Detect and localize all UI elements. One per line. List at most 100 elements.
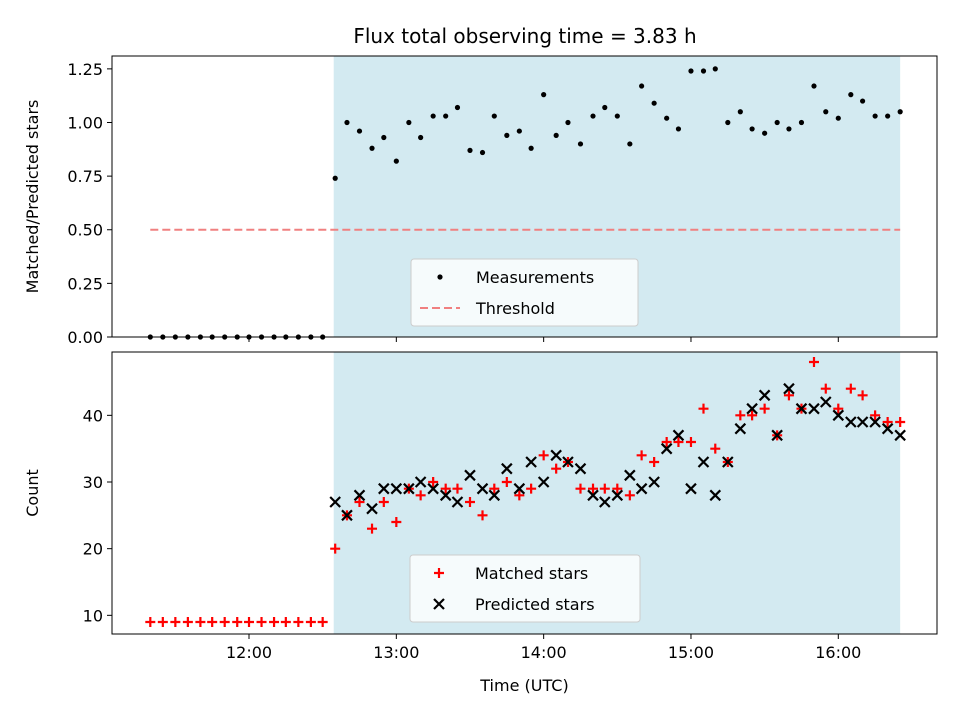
predicted-stars-point	[697, 456, 710, 468]
predicted-stars-point	[537, 476, 550, 488]
predicted-stars-point	[464, 469, 476, 482]
top-panel-legend: Measurements Threshold	[410, 258, 639, 327]
bottom-panel: 10 20 30 40 12:00 13:00 14:00 15:00 16:00 Count…	[23, 351, 938, 695]
predicted-stars-point	[734, 422, 747, 435]
y-tick-label: 0.25	[67, 274, 103, 293]
predicted-stars-point	[403, 482, 415, 495]
measurement-point	[577, 141, 584, 147]
matched-stars-point	[808, 357, 819, 367]
measurement-point	[700, 68, 707, 74]
measurement-point	[627, 141, 633, 147]
measurement-point	[848, 92, 854, 98]
measurement-point	[823, 109, 829, 115]
measurement-point	[725, 119, 731, 126]
measurement-point	[430, 113, 436, 119]
y-tick-label: 1.00	[67, 113, 103, 132]
matched-stars-point	[895, 417, 906, 427]
predicted-stars-point	[648, 476, 660, 488]
measurement-point	[675, 126, 682, 132]
predicted-stars-point	[329, 496, 341, 508]
measurement-point	[516, 128, 522, 134]
measurement-point	[332, 175, 338, 181]
measurement-point	[443, 113, 449, 119]
measurement-point	[860, 98, 866, 104]
matched-stars-point	[477, 510, 488, 521]
matched-stars-point	[599, 483, 610, 494]
measurement-point	[749, 126, 755, 132]
predicted-stars-point	[341, 509, 353, 522]
legend-entry-label: Matched stars	[475, 564, 588, 583]
matched-stars-point	[882, 417, 893, 427]
matched-stars-point	[489, 483, 500, 494]
predicted-stars-point	[501, 462, 513, 475]
y-tick-label: 30	[83, 473, 103, 492]
measurement-point	[798, 119, 805, 126]
measurement-point	[369, 145, 375, 151]
predicted-stars-point	[476, 482, 489, 495]
predicted-stars-point	[771, 429, 783, 442]
measurement-point	[504, 132, 510, 138]
predicted-stars-point	[685, 482, 697, 495]
measurement-point	[651, 100, 657, 106]
measurement-point	[393, 158, 399, 164]
predicted-stars-point	[758, 389, 771, 402]
top-panel-marks	[147, 66, 903, 340]
measurement-point	[639, 83, 645, 89]
matched-stars-point	[354, 497, 365, 507]
bottom-panel-x-axis: 12:00 13:00 14:00 15:00 16:00	[226, 634, 861, 662]
top-panel-frame	[111, 55, 938, 338]
top-panel: 0.00 0.25 0.50 0.75 1.00 1.25 Matched/Predict…	[23, 55, 938, 347]
matched-stars-point	[698, 403, 709, 414]
measurement-point	[737, 109, 743, 115]
predicted-stars-point	[513, 482, 526, 495]
matched-stars-point	[391, 517, 402, 527]
y-tick-label: 40	[83, 406, 103, 425]
measurement-point	[835, 115, 841, 121]
measurement-point	[553, 132, 559, 138]
predicted-stars-point	[832, 409, 845, 422]
matched-stars-point	[232, 617, 243, 627]
matched-stars-point	[551, 463, 562, 474]
measurement-point	[688, 68, 694, 74]
matched-stars-point	[269, 617, 280, 627]
legend-entry-label: Threshold	[475, 299, 555, 318]
matched-stars-point	[845, 383, 856, 394]
legend-entry-label: Predicted stars	[475, 595, 595, 614]
matched-stars-point	[685, 437, 696, 447]
matched-stars-point	[145, 617, 156, 627]
matched-stars-point	[170, 617, 181, 627]
y-tick-label: 0.00	[67, 328, 103, 347]
matched-stars-point	[538, 450, 549, 461]
measurement-point	[467, 147, 473, 153]
matched-stars-point	[378, 497, 389, 507]
matched-stars-point	[673, 437, 684, 447]
predicted-stars-point	[808, 402, 820, 415]
measurement-point	[528, 145, 534, 151]
measurement-point	[897, 109, 903, 115]
predicted-stars-point	[378, 482, 390, 495]
predicted-stars-point	[672, 429, 685, 442]
measurement-point	[590, 113, 596, 119]
y-tick-label: 20	[83, 540, 103, 559]
matched-stars-point	[305, 617, 316, 627]
y-tick-label: 10	[83, 606, 103, 625]
matched-stars-point	[280, 617, 291, 627]
legend-box	[409, 554, 641, 623]
x-tick-label: 12:00	[226, 643, 272, 662]
chart-title: Flux total observing time = 3.83 h	[353, 24, 696, 48]
matched-stars-point	[833, 403, 844, 414]
measurement-point	[381, 134, 387, 141]
top-panel-y-axis: 0.00 0.25 0.50 0.75 1.00 1.25	[67, 60, 112, 347]
y-tick-label: 0.75	[67, 167, 103, 186]
bottom-panel-y-axis: 10 20 30 40	[83, 406, 112, 625]
predicted-stars-point	[635, 482, 648, 495]
x-tick-label: 14:00	[521, 643, 567, 662]
predicted-stars-point	[722, 456, 734, 468]
predicted-stars-point	[660, 442, 673, 455]
top-panel-y-axis-label: Matched/Predicted stars	[23, 100, 42, 294]
predicted-stars-point	[856, 416, 869, 428]
matched-stars-point	[244, 617, 255, 627]
matched-stars-point	[157, 617, 168, 627]
predicted-stars-point	[562, 456, 574, 468]
predicted-stars-point	[709, 489, 722, 502]
